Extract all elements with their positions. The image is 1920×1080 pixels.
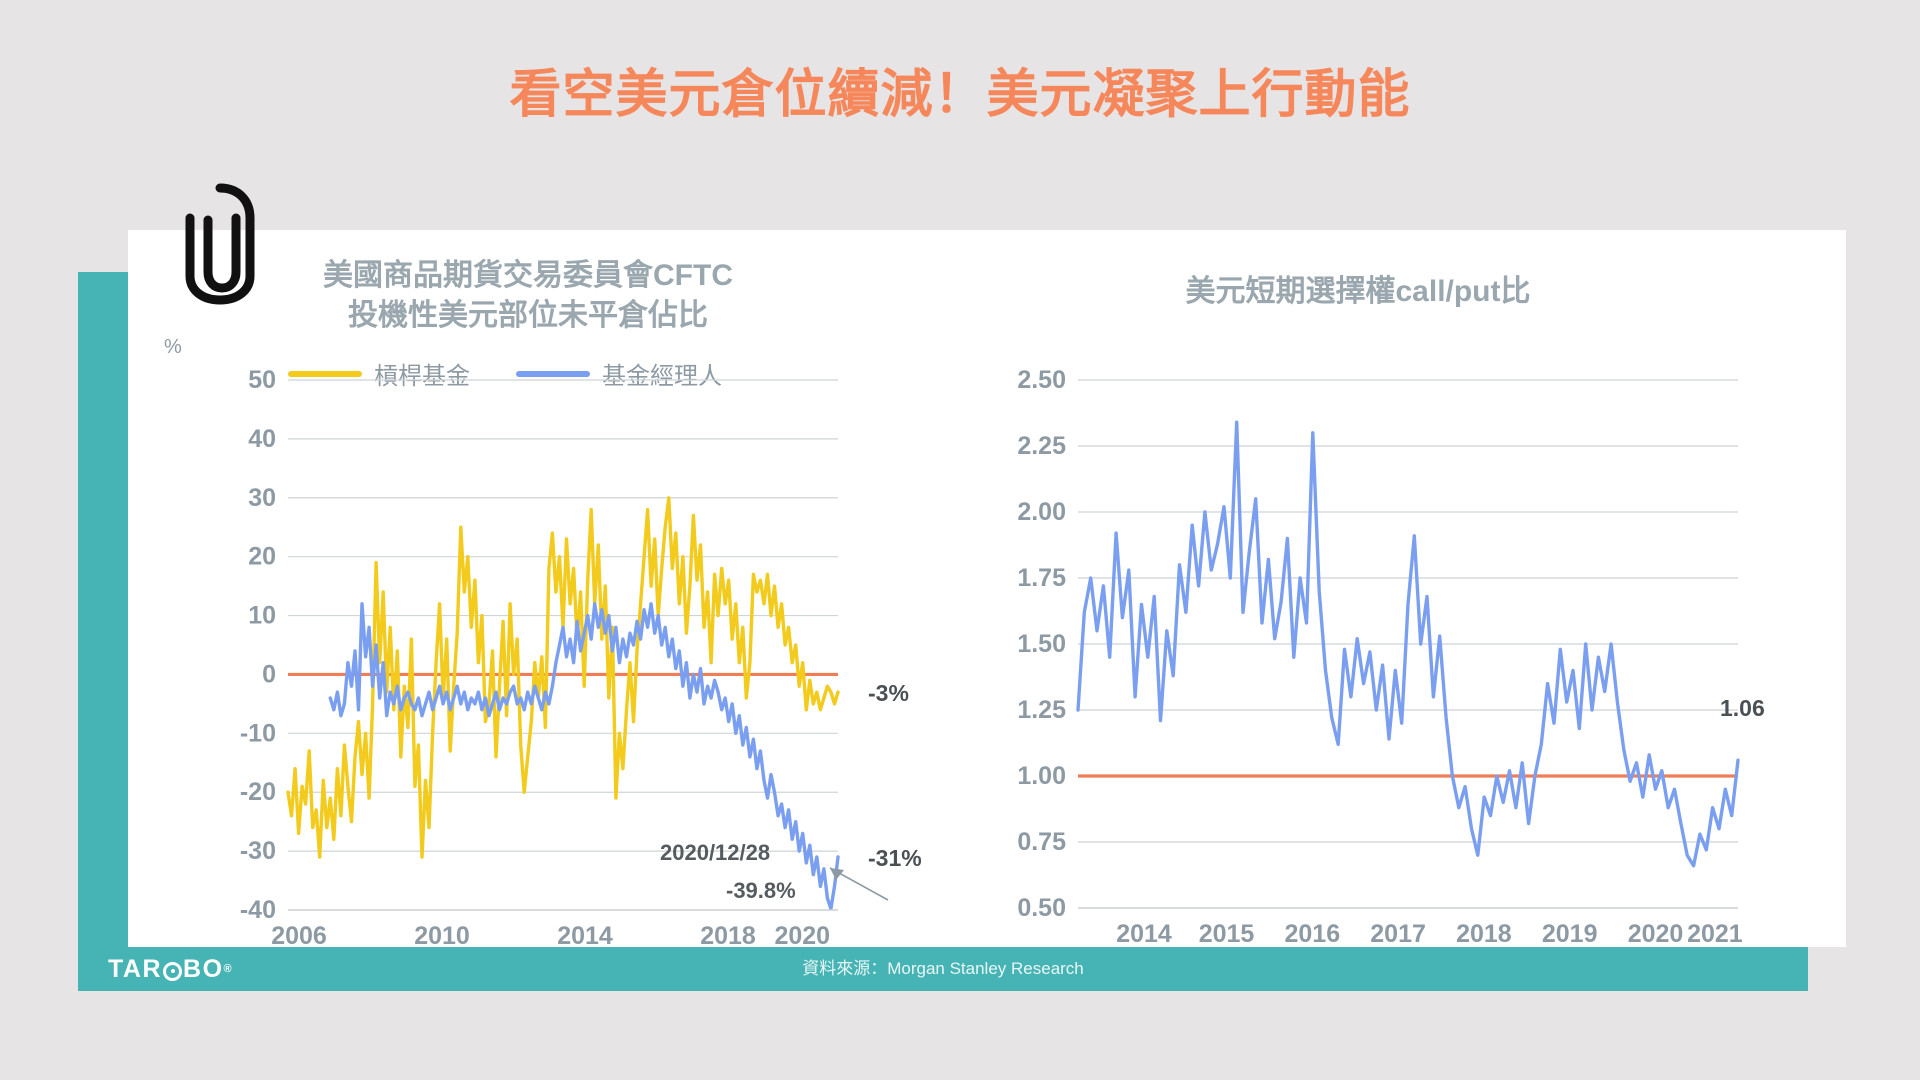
- svg-text:30: 30: [248, 484, 276, 512]
- legend-swatch-blue: [516, 370, 590, 377]
- svg-text:0: 0: [262, 660, 276, 688]
- svg-text:-20: -20: [240, 778, 276, 806]
- svg-text:2014: 2014: [1116, 920, 1172, 948]
- svg-text:0.50: 0.50: [1017, 894, 1066, 922]
- svg-text:2010: 2010: [414, 922, 470, 950]
- svg-text:2.25: 2.25: [1017, 432, 1066, 460]
- left-anno-asset-value: -31%: [868, 845, 922, 871]
- legend-label-leveraged-funds: 槓桿基金: [374, 363, 470, 390]
- svg-text:2016: 2016: [1284, 920, 1340, 948]
- chart-card: 美國商品期貨交易委員會CFTC 投機性美元部位未平倉佔比 % 槓桿基金 基金經理…: [128, 230, 1846, 950]
- svg-text:2019: 2019: [1542, 920, 1598, 948]
- svg-text:2015: 2015: [1199, 920, 1255, 948]
- legend-swatch-yellow: [288, 370, 362, 377]
- svg-text:40: 40: [248, 425, 276, 453]
- right-chart-title-line1: 美元短期選擇權call/put比: [1185, 275, 1531, 308]
- left-anno-low-value: -39.8%: [726, 878, 796, 903]
- left-chart-legend: 槓桿基金 基金經理人: [288, 356, 722, 391]
- left-anno-leveraged-value: -3%: [868, 680, 909, 706]
- svg-text:-10: -10: [240, 719, 276, 747]
- left-anno-date: 2020/12/28: [660, 840, 771, 865]
- svg-text:1.75: 1.75: [1017, 564, 1066, 592]
- source-note: 資料來源：Morgan Stanley Research: [802, 959, 1084, 978]
- left-chart-title-line1: 美國商品期貨交易委員會CFTC: [323, 259, 733, 292]
- page-title: 看空美元倉位續減！美元凝聚上行動能: [509, 66, 1411, 124]
- legend-label-asset-managers: 基金經理人: [602, 363, 722, 390]
- left-chart-title-line2: 投機性美元部位未平倉佔比: [348, 298, 708, 332]
- svg-text:10: 10: [248, 602, 276, 630]
- logo-text-right: BO: [183, 955, 224, 983]
- right-anno-latest-value: 1.06: [1720, 695, 1765, 721]
- left-chart-title: 美國商品期貨交易委員會CFTC 投機性美元部位未平倉佔比: [188, 256, 868, 335]
- left-chart-unit-label: %: [164, 336, 182, 358]
- svg-text:2018: 2018: [700, 922, 756, 950]
- svg-text:2.50: 2.50: [1017, 366, 1066, 394]
- annotation-leader-line: [829, 867, 889, 901]
- svg-text:2014: 2014: [557, 922, 613, 950]
- legend-item-leveraged-funds[interactable]: 槓桿基金: [288, 356, 470, 391]
- svg-text:20: 20: [248, 543, 276, 571]
- svg-text:-30: -30: [240, 837, 276, 865]
- svg-text:2020: 2020: [1628, 920, 1684, 948]
- logo-ring-icon: [163, 961, 183, 981]
- svg-text:2.00: 2.00: [1017, 498, 1066, 526]
- svg-text:1.00: 1.00: [1017, 762, 1066, 790]
- accent-bar-left: [78, 272, 134, 952]
- svg-text:-40: -40: [240, 896, 276, 924]
- svg-text:2018: 2018: [1456, 920, 1512, 948]
- right-chart-title: 美元短期選擇權call/put比: [1008, 272, 1708, 312]
- svg-text:50: 50: [248, 366, 276, 394]
- svg-text:2021: 2021: [1687, 920, 1743, 948]
- logo-registered-mark: ®: [223, 963, 234, 975]
- svg-text:2020: 2020: [774, 922, 830, 950]
- svg-text:1.50: 1.50: [1017, 630, 1066, 658]
- footer-bar: TAR BO ® 資料來源：Morgan Stanley Research: [78, 947, 1808, 991]
- right-chart-plot: 2.50 2.25 2.00 1.75 1.50 1.25 1.00 0.75 0.50 2014…: [1017, 366, 1743, 948]
- brand-logo: TAR BO ®: [108, 947, 233, 991]
- svg-text:1.25: 1.25: [1017, 696, 1066, 724]
- svg-text:2017: 2017: [1370, 920, 1426, 948]
- svg-text:0.75: 0.75: [1017, 828, 1066, 856]
- legend-item-asset-managers[interactable]: 基金經理人: [516, 356, 722, 391]
- paperclip-icon: [180, 180, 260, 308]
- svg-text:2006: 2006: [271, 922, 327, 950]
- logo-text-left: TAR: [108, 955, 163, 983]
